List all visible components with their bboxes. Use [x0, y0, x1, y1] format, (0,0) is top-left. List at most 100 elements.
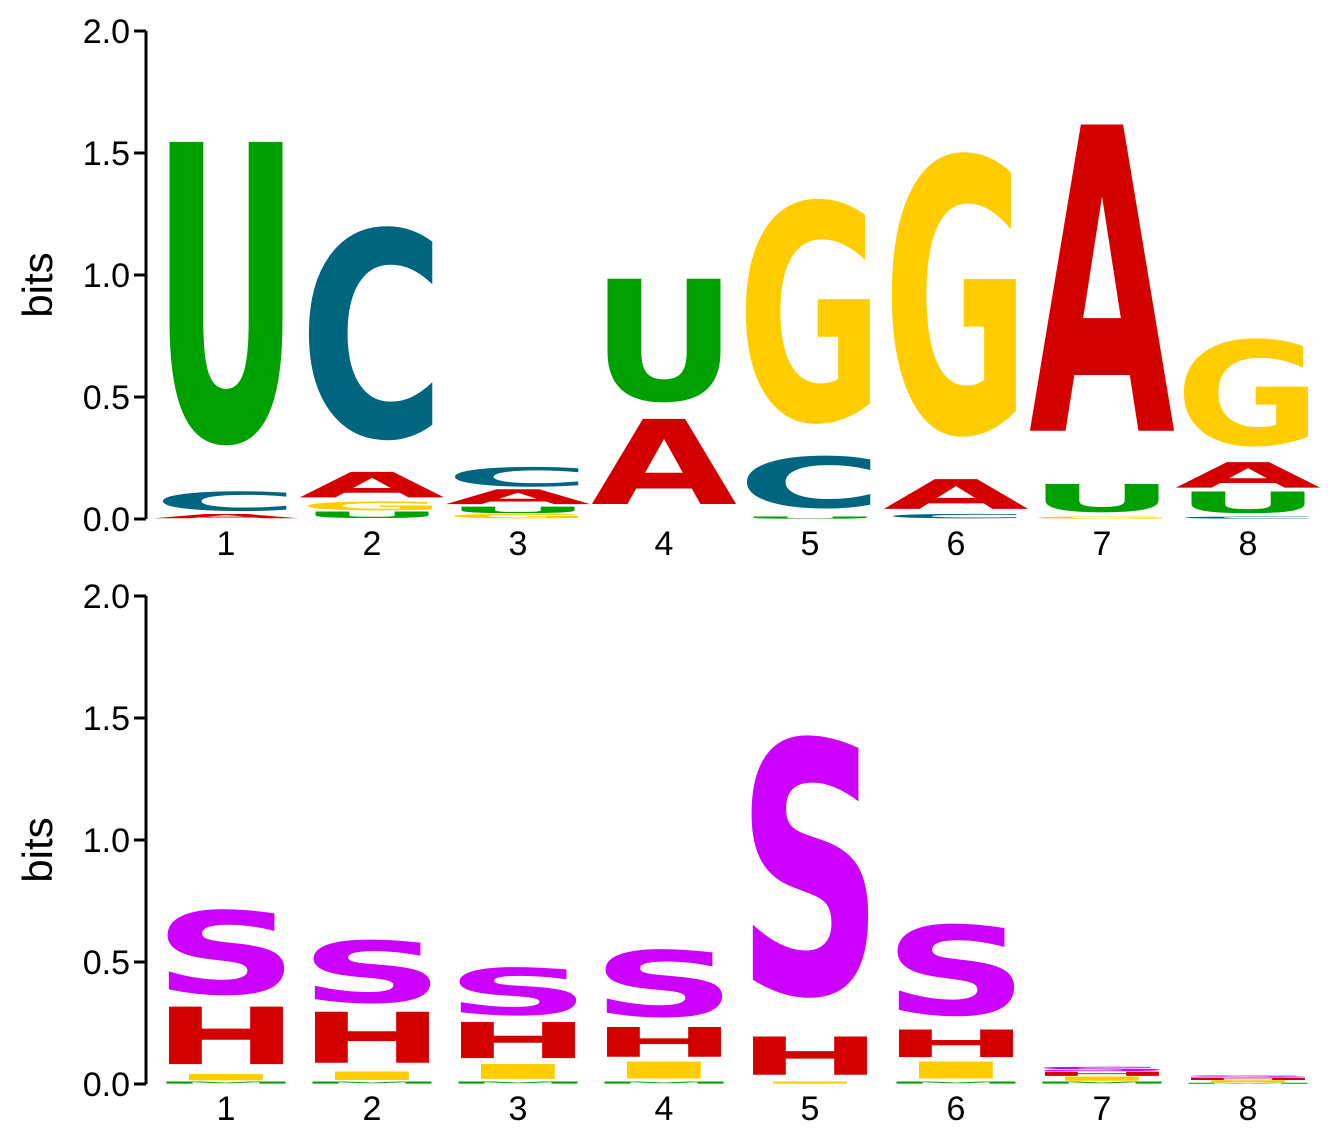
letter-stack-7: GUA: [1029, 41, 1176, 530]
logo-letter-I: I: [591, 1057, 737, 1084]
x-tick-label: 8: [1239, 1090, 1258, 1128]
logo-letter-A: A: [1029, 41, 1176, 530]
x-tick-label: 2: [363, 525, 382, 563]
logo-letter-I: I: [1029, 1075, 1175, 1082]
logo-letter-M: M: [591, 1081, 737, 1084]
y-tick-label: 0.0: [83, 1066, 130, 1104]
logo-letter-U: U: [299, 510, 445, 520]
logo-letter-I: I: [1175, 1080, 1321, 1083]
logo-letter-A: A: [299, 465, 445, 506]
logo-letter-M: M: [1175, 1082, 1321, 1084]
x-tick-label: 7: [1093, 1090, 1112, 1128]
logo-letter-M: M: [299, 1081, 445, 1084]
x-tick-label: 1: [217, 1090, 236, 1128]
y-axis-label: bits: [14, 817, 61, 882]
logo-letter-S: S: [445, 955, 591, 1030]
logo-letter-S: S: [591, 933, 737, 1038]
logo-letter-H: H: [1175, 1077, 1321, 1080]
y-tick-label: 1.5: [83, 700, 130, 738]
logo-letter-S: S: [1029, 1066, 1175, 1073]
logo-letter-H: H: [591, 1019, 737, 1067]
logo-letter-M: M: [883, 1081, 1029, 1084]
logo-letter-M: M: [445, 1081, 591, 1084]
x-tick-label: 3: [509, 525, 528, 563]
y-tick-label: 1.5: [83, 135, 130, 173]
y-tick-label: 0.0: [83, 501, 130, 539]
logo-letter-U: U: [737, 516, 883, 519]
y-tick-label: 2.0: [83, 578, 130, 616]
y-tick-label: 0.5: [83, 944, 130, 982]
x-tick-label: 8: [1239, 525, 1258, 563]
logo-letter-U: U: [1029, 476, 1175, 520]
logo-letter-H: H: [299, 999, 445, 1080]
logo-letter-H: H: [445, 1012, 591, 1070]
logo-letter-G: G: [445, 513, 591, 520]
logo-letter-G: G: [299, 499, 445, 513]
x-tick-label: 6: [947, 1090, 966, 1128]
logo-letter-U: U: [445, 505, 591, 515]
logo-letter-C: C: [445, 462, 591, 493]
logo-letter-S: S: [737, 672, 883, 1076]
x-tick-label: 6: [947, 525, 966, 563]
logo-letter-H: H: [737, 1026, 883, 1087]
letter-stack-1: ACU: [153, 62, 299, 537]
y-axis-label: bits: [14, 252, 61, 317]
logo-letter-S: S: [153, 888, 299, 1021]
x-tick-label: 4: [655, 525, 674, 563]
logo-letter-C: C: [1175, 516, 1321, 519]
logo-letter-H: H: [153, 991, 299, 1083]
logo-letter-G: G: [883, 84, 1029, 521]
logo-letter-I: I: [445, 1060, 591, 1084]
x-tick-label: 5: [801, 1090, 820, 1128]
x-tick-label: 3: [509, 1090, 528, 1128]
logo-letter-A: A: [883, 471, 1029, 519]
logo-letter-C: C: [299, 174, 445, 504]
y-tick-label: 1.0: [83, 822, 130, 860]
logo-letter-G: G: [1175, 312, 1321, 479]
logo-letter-A: A: [1175, 455, 1321, 496]
x-tick-label: 4: [655, 1090, 674, 1128]
logo-letter-S: S: [1175, 1075, 1321, 1078]
letter-stack-4: AU: [591, 245, 737, 531]
x-tick-label: 5: [801, 525, 820, 563]
logo-letter-G: G: [737, 144, 883, 490]
logo-letter-M: M: [153, 1081, 299, 1084]
y-tick-label: 1.0: [83, 257, 130, 295]
logo-letter-I: I: [299, 1069, 445, 1083]
logo-letter-I: I: [883, 1057, 1029, 1084]
logo-letter-I: I: [737, 1081, 883, 1084]
x-tick-label: 1: [217, 525, 236, 563]
y-tick-label: 2.0: [83, 13, 130, 51]
logo-letter-C: C: [153, 487, 299, 518]
letter-stack-6: CAG: [883, 84, 1029, 521]
logo-letter-U: U: [153, 62, 299, 537]
logo-letter-A: A: [153, 513, 299, 520]
letter-stack-5: UCG: [737, 144, 883, 524]
logo-letter-S: S: [883, 902, 1029, 1044]
logo-letter-A: A: [591, 395, 737, 531]
logo-letter-M: M: [1029, 1081, 1175, 1084]
logo-letter-A: A: [445, 485, 591, 509]
x-tick-label: 7: [1093, 525, 1112, 563]
logo-letter-H: H: [1029, 1071, 1175, 1078]
logo-letter-G: G: [1029, 516, 1175, 519]
logo-letter-I: I: [153, 1072, 299, 1082]
logo-letter-H: H: [883, 1022, 1029, 1066]
letter-stack-5: IHS: [737, 672, 883, 1088]
logo-letter-C: C: [737, 443, 883, 524]
x-tick-label: 2: [363, 1090, 382, 1128]
logo-letter-S: S: [299, 924, 445, 1023]
